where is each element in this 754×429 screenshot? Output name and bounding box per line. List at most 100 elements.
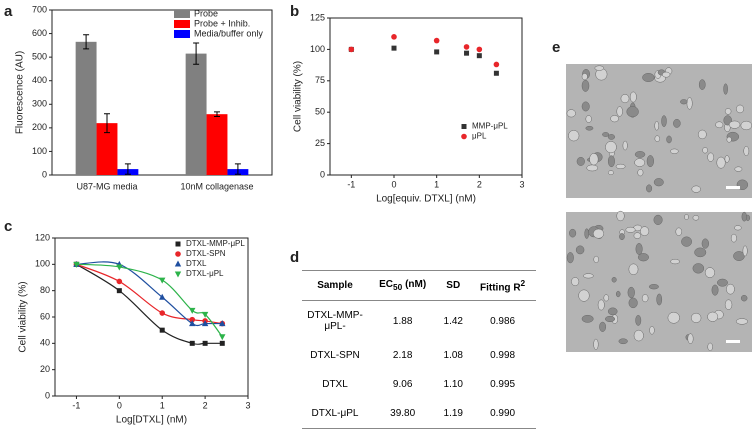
cell bbox=[610, 115, 619, 123]
cell bbox=[629, 91, 637, 103]
cell bbox=[635, 314, 642, 326]
fit-curve bbox=[76, 263, 223, 338]
bar bbox=[206, 114, 228, 175]
point bbox=[464, 50, 470, 56]
cell bbox=[581, 73, 588, 81]
legend-label: Probe + Inhib. bbox=[194, 18, 250, 28]
table-cell: 0.986 bbox=[490, 315, 516, 327]
header-text: EC bbox=[379, 279, 394, 291]
table-cell: 2.18 bbox=[392, 350, 413, 362]
cell bbox=[724, 108, 732, 115]
bar bbox=[75, 41, 97, 176]
cell bbox=[661, 115, 667, 127]
cell bbox=[593, 255, 599, 264]
y-tick-label: 0 bbox=[42, 169, 47, 179]
plot-frame bbox=[51, 9, 273, 176]
cell bbox=[589, 153, 599, 166]
cell bbox=[681, 236, 692, 247]
plot-frame bbox=[54, 237, 249, 397]
table-cell: 1.88 bbox=[392, 315, 413, 327]
legend-label: DTXL-MMP-μPL bbox=[186, 239, 245, 248]
table-cell: DTXL-SPN bbox=[310, 350, 360, 362]
point bbox=[116, 264, 123, 271]
cells bbox=[566, 65, 753, 351]
point bbox=[159, 293, 166, 300]
cell bbox=[667, 311, 680, 324]
cell bbox=[649, 326, 655, 335]
point bbox=[116, 278, 123, 285]
legend-marker bbox=[175, 251, 181, 257]
cell bbox=[634, 151, 646, 158]
point bbox=[219, 334, 226, 341]
cell bbox=[633, 232, 642, 239]
y-tick-label: 600 bbox=[32, 28, 47, 38]
cell bbox=[730, 233, 737, 243]
cell bbox=[666, 135, 672, 144]
x-tick-label: 1 bbox=[434, 179, 439, 189]
cell bbox=[619, 233, 625, 241]
header-text: 50 bbox=[393, 282, 403, 293]
y-tick-label: 25 bbox=[315, 138, 325, 148]
x-tick-label: 0 bbox=[391, 179, 396, 189]
y-tick-label: 0 bbox=[320, 169, 325, 179]
point bbox=[434, 49, 440, 55]
cell bbox=[653, 214, 663, 225]
point bbox=[391, 34, 397, 40]
table-cell: DTXL bbox=[322, 379, 348, 391]
y-tick-label: 40 bbox=[40, 338, 50, 348]
cell bbox=[571, 277, 580, 287]
micrograph bbox=[566, 64, 752, 198]
header-cell: Sample bbox=[302, 269, 368, 302]
point bbox=[493, 70, 499, 76]
legend-marker bbox=[461, 133, 467, 140]
cell bbox=[628, 263, 639, 276]
cell bbox=[707, 152, 715, 162]
header-text: (nM) bbox=[402, 279, 427, 291]
y-axis-label: Cell viability (%) bbox=[293, 61, 304, 132]
cell bbox=[616, 106, 623, 117]
scale-bar bbox=[726, 340, 740, 343]
table-cell: 0.998 bbox=[490, 350, 516, 362]
cell bbox=[743, 146, 750, 156]
x-tick-label: 0 bbox=[117, 400, 122, 410]
y-axis-label: Cell viability (%) bbox=[18, 281, 29, 352]
cell bbox=[578, 289, 590, 302]
table-cell: DTXL-MMP-μPL- bbox=[307, 310, 363, 333]
cell bbox=[581, 314, 594, 323]
cell bbox=[673, 118, 681, 128]
cell bbox=[627, 286, 635, 299]
y-tick-label: 100 bbox=[35, 259, 50, 269]
panel-label: a bbox=[4, 3, 13, 20]
cell bbox=[581, 101, 590, 112]
error-bar bbox=[234, 163, 241, 175]
cell bbox=[684, 214, 689, 220]
cell bbox=[654, 121, 659, 131]
cell bbox=[686, 97, 693, 110]
scale-bar bbox=[726, 186, 740, 189]
cell bbox=[615, 163, 626, 169]
panel-label: c bbox=[4, 218, 12, 235]
y-tick-label: 300 bbox=[32, 99, 47, 109]
point bbox=[201, 320, 209, 327]
point bbox=[433, 37, 440, 44]
cell bbox=[615, 290, 621, 298]
cell bbox=[607, 307, 618, 316]
y-tick-label: 120 bbox=[35, 232, 50, 242]
cell bbox=[605, 315, 616, 323]
legend-marker bbox=[174, 260, 182, 267]
bar bbox=[185, 53, 207, 175]
cell bbox=[626, 106, 639, 118]
cell bbox=[670, 258, 680, 265]
x-tick-label: -1 bbox=[72, 400, 80, 410]
cell bbox=[646, 184, 653, 193]
cell bbox=[717, 278, 728, 287]
table-row: DTXL-μPL 39.80 1.19 0.990 bbox=[302, 399, 536, 429]
legend-label: MMP-μPL bbox=[472, 122, 508, 131]
cell bbox=[585, 125, 594, 131]
x-tick-label: -1 bbox=[347, 179, 355, 189]
error-bar bbox=[124, 163, 131, 175]
y-tick-label: 400 bbox=[32, 75, 47, 85]
cell bbox=[633, 329, 644, 342]
